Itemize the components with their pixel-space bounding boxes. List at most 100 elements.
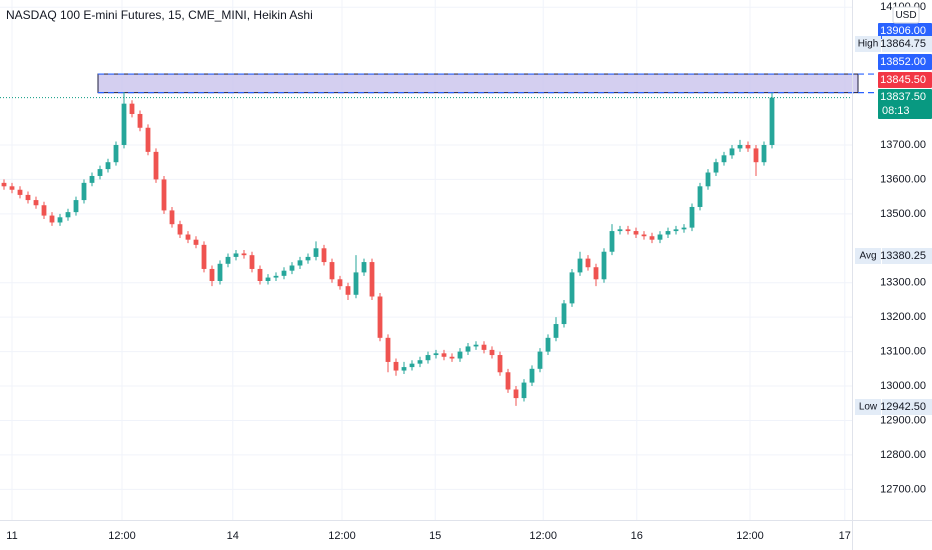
candle-body bbox=[609, 231, 615, 252]
candle-body bbox=[697, 186, 703, 207]
candle-body bbox=[401, 367, 407, 371]
candle-body bbox=[769, 97, 775, 145]
candle-body bbox=[497, 355, 503, 373]
badge-name: Low bbox=[859, 402, 878, 413]
candle-body bbox=[57, 217, 63, 223]
candle-body bbox=[545, 337, 551, 352]
candle-body bbox=[145, 127, 151, 152]
x-tick-label: 12:00 bbox=[108, 530, 136, 542]
plot bbox=[0, 73, 878, 406]
candle-body bbox=[113, 144, 119, 163]
candle-body bbox=[201, 244, 207, 269]
zone-rectangle bbox=[97, 73, 859, 94]
candle-body bbox=[753, 148, 759, 163]
badge-value-box bbox=[882, 399, 932, 415]
candle-body bbox=[601, 251, 607, 280]
badge-value: 13837.50 bbox=[880, 91, 926, 103]
grid bbox=[0, 0, 852, 520]
candle-body bbox=[321, 248, 327, 263]
candle-body bbox=[257, 268, 263, 282]
candle-body bbox=[593, 267, 599, 280]
candle-body bbox=[537, 351, 543, 369]
candle-body bbox=[409, 363, 415, 368]
candle-body bbox=[633, 231, 639, 235]
candle-body bbox=[129, 103, 135, 114]
candle-body bbox=[1, 182, 7, 187]
candle-body bbox=[665, 231, 671, 235]
candle-body bbox=[449, 356, 455, 359]
candle-body bbox=[89, 175, 95, 183]
badge-name-box bbox=[855, 248, 881, 264]
y-tick-label: 13100.00 bbox=[880, 346, 926, 358]
candle-body bbox=[33, 200, 39, 206]
candle-body bbox=[169, 210, 175, 225]
y-tick-label: 13600.00 bbox=[880, 173, 926, 185]
candle-body bbox=[289, 265, 295, 271]
candle-body bbox=[649, 236, 655, 240]
candle-body bbox=[585, 258, 591, 268]
badge-countdown: 08:13 bbox=[882, 105, 910, 117]
y-tick-label: 12900.00 bbox=[880, 414, 926, 426]
candle-body bbox=[729, 148, 735, 156]
x-tick-label: 12:00 bbox=[736, 530, 764, 542]
candle-body bbox=[721, 155, 727, 163]
candle-body bbox=[489, 349, 495, 356]
badge-box bbox=[878, 54, 932, 70]
candle-body bbox=[209, 268, 215, 282]
candle-body bbox=[369, 262, 375, 297]
candle-body bbox=[153, 151, 159, 180]
candle-body bbox=[385, 337, 391, 362]
x-tick-label: 15 bbox=[429, 530, 441, 542]
badge-box bbox=[878, 89, 932, 119]
candle-body bbox=[329, 262, 335, 280]
candle-body bbox=[81, 182, 87, 201]
y-tick-label: 13300.00 bbox=[880, 277, 926, 289]
candle-body bbox=[641, 234, 647, 237]
candle-body bbox=[313, 248, 319, 257]
badge-value: 13845.50 bbox=[880, 74, 926, 86]
candle-body bbox=[121, 103, 127, 145]
currency-box bbox=[892, 6, 920, 24]
badge-box bbox=[878, 72, 932, 88]
candle-body bbox=[441, 353, 447, 357]
candle-body bbox=[25, 194, 31, 201]
candle-body bbox=[361, 262, 367, 273]
badge-value: 13380.25 bbox=[880, 250, 926, 262]
badge-value-box bbox=[882, 36, 932, 52]
x-tick-label: 12:00 bbox=[328, 530, 356, 542]
y-tick-label: 13200.00 bbox=[880, 311, 926, 323]
candle-body bbox=[265, 277, 271, 282]
candle-body bbox=[65, 212, 71, 218]
candle-body bbox=[377, 296, 383, 338]
candle-body bbox=[297, 260, 303, 266]
candle-body bbox=[617, 229, 623, 232]
candle-body bbox=[529, 368, 535, 383]
badge-name: Avg bbox=[859, 251, 876, 262]
candle-body bbox=[185, 234, 191, 240]
candle-body bbox=[73, 200, 79, 213]
axes: 12700.00 12800.00 12900.00 13000.00 13100.00… bbox=[6, 1, 926, 542]
candle-body bbox=[105, 162, 111, 170]
candle-body bbox=[97, 169, 103, 176]
candle-body bbox=[161, 179, 167, 211]
candle-body bbox=[281, 270, 287, 276]
candle-body bbox=[505, 372, 511, 390]
candle-body bbox=[393, 361, 399, 371]
candle-body bbox=[249, 255, 255, 269]
candle-body bbox=[745, 144, 751, 149]
candle-body bbox=[673, 229, 679, 232]
candle-body bbox=[273, 275, 279, 278]
y-tick-label: 13700.00 bbox=[880, 139, 926, 151]
candle-body bbox=[233, 253, 239, 257]
x-tick-label: 17 bbox=[839, 530, 851, 542]
candle-body bbox=[561, 303, 567, 325]
candle-body bbox=[217, 263, 223, 282]
candle-body bbox=[625, 229, 631, 232]
badge-name-box bbox=[855, 36, 881, 52]
y-tick-label: 12700.00 bbox=[880, 483, 926, 495]
chart-title: NASDAQ 100 E-mini Futures, 15, CME_MINI,… bbox=[6, 8, 313, 22]
candle-body bbox=[481, 344, 487, 350]
candle-body bbox=[513, 389, 519, 399]
badge-value: 13852.00 bbox=[880, 56, 926, 68]
badge-name: High bbox=[858, 39, 879, 50]
